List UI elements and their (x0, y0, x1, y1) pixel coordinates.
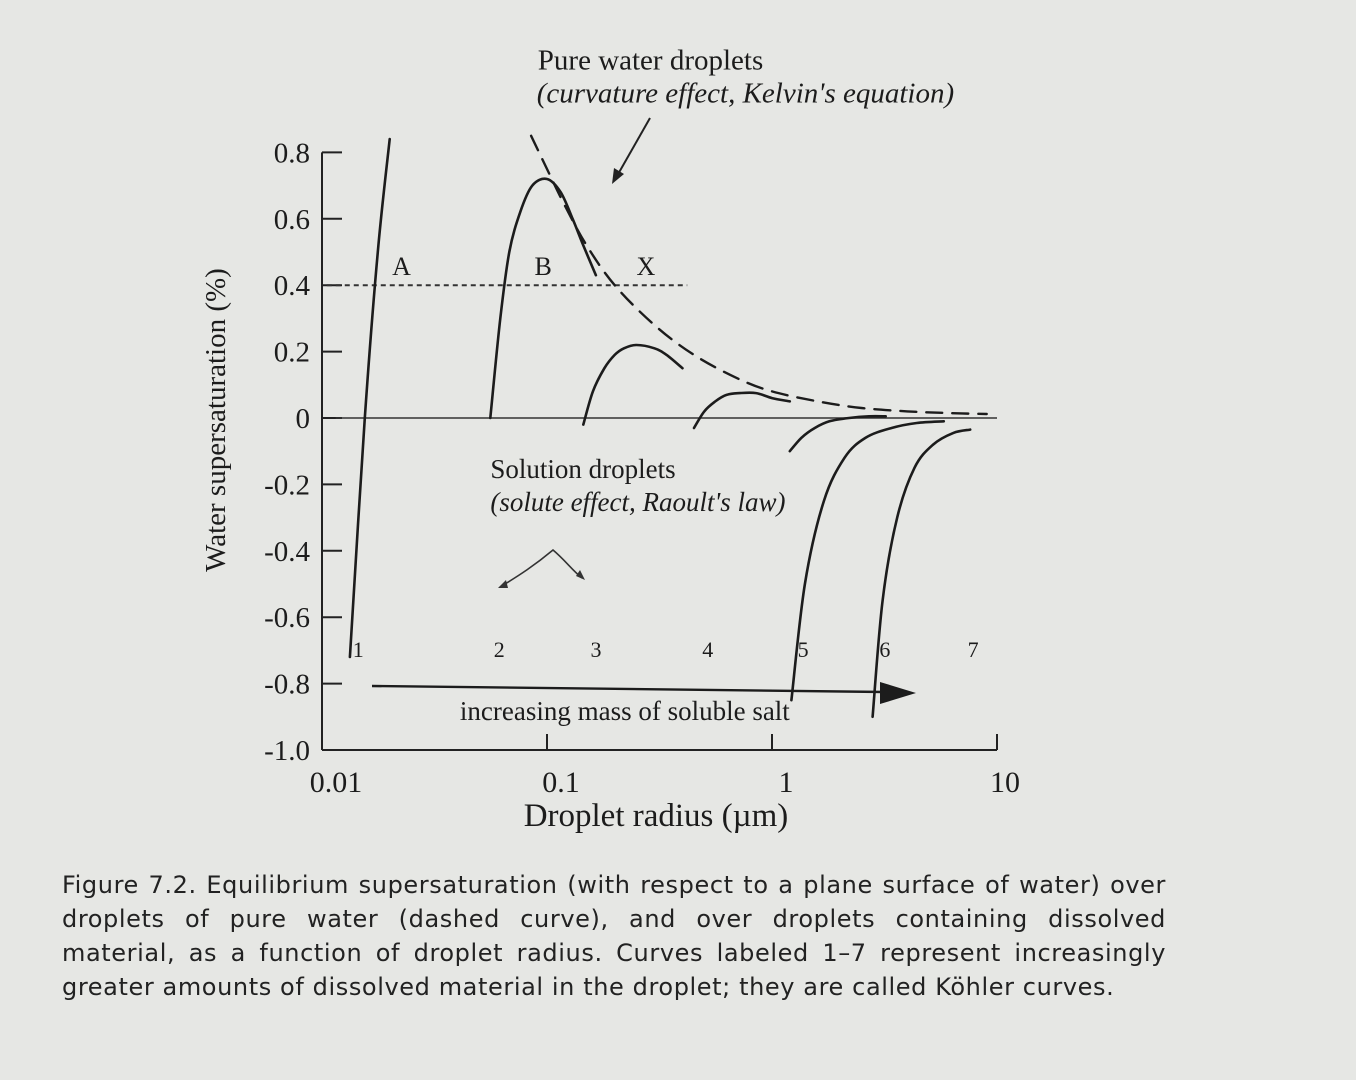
curve-number-2: 2 (494, 637, 505, 662)
y-tick-label: 0.8 (274, 137, 310, 169)
kohler-curve-7 (871, 428, 972, 719)
kohler-curve-4 (692, 391, 792, 430)
curve-number-4: 4 (702, 637, 713, 662)
y-tick-label: 0.4 (274, 270, 311, 302)
increasing-mass-arrow-line (371, 684, 886, 694)
kohler-curve-2 (489, 177, 598, 420)
curve-number-1: 1 (353, 637, 364, 662)
raoult-law-label: (solute effect, Raoult's law) (490, 487, 785, 517)
y-tick-label: -0.2 (264, 469, 310, 501)
x-tick-label: 0.1 (542, 766, 580, 799)
pure-water-label: Pure water droplets (538, 44, 764, 76)
increasing-mass-label: increasing mass of soluble salt (460, 696, 790, 726)
y-tick-label: 0.2 (274, 337, 310, 369)
kohler-curve-6 (790, 420, 946, 702)
bracket-arrowhead-left (498, 580, 508, 588)
arrows (371, 117, 916, 704)
x-tick-label: 1 (779, 766, 794, 799)
kohler-curve-1 (348, 137, 391, 659)
reference-lines (326, 284, 997, 419)
x-tick-label: 10 (990, 766, 1020, 799)
point-label-b: B (535, 252, 552, 281)
kelvin-curve-pure-water (529, 134, 988, 416)
point-label-x: X (637, 252, 656, 281)
solution-droplets-label: Solution droplets (490, 454, 675, 484)
y-tick-label: -0.4 (264, 536, 310, 568)
kohler-curve-3 (582, 343, 684, 426)
y-tick-label: -0.6 (264, 602, 310, 634)
solution-bracket-arrow (499, 548, 583, 588)
curve-number-7: 7 (968, 637, 979, 662)
kelvin-pointer-line (616, 117, 651, 177)
bracket-arrowhead-right (576, 570, 585, 580)
x-axis-title: Droplet radius (µm) (524, 798, 789, 834)
curve-number-5: 5 (798, 637, 809, 662)
increasing-mass-arrowhead (880, 682, 916, 704)
axes: 0.8 0.6 0.4 0.2 0 -0.2 -0.4 -0.6 -0.8 -1.00.01 0.1… (200, 137, 1020, 834)
curve-number-6: 6 (879, 637, 890, 662)
kelvin-equation-label: (curvature effect, Kelvin's equation) (537, 78, 954, 110)
curve-number-3: 3 (590, 637, 601, 662)
y-tick-label: -1.0 (264, 735, 310, 767)
kohler-chart: 0.8 0.6 0.4 0.2 0 -0.2 -0.4 -0.6 -0.8 -1.00.01 0.1… (200, 44, 1020, 834)
x-tick-label: 0.01 (310, 766, 363, 799)
curves (348, 134, 988, 719)
kelvin-pointer-arrowhead (612, 168, 624, 184)
y-tick-label: 0 (296, 403, 311, 435)
figure-caption: Figure 7.2. Equilibrium supersaturation … (62, 871, 1166, 1001)
y-tick-label: -0.8 (264, 669, 310, 701)
y-axis-title: Water supersaturation (%) (200, 268, 232, 572)
y-tick-label: 0.6 (274, 204, 310, 236)
point-label-a: A (392, 252, 411, 281)
kohler-curve-5 (788, 414, 887, 453)
labels: A B X 1 2 3 4 5 6 7 Pure water droplets(curvature … (353, 44, 979, 726)
